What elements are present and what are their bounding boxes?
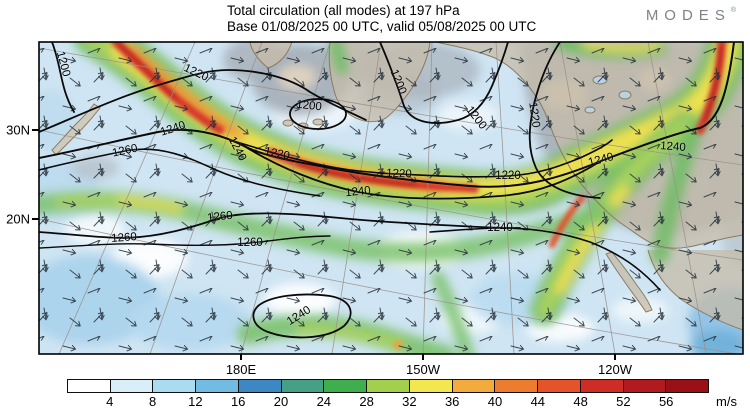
colorbar-cells xyxy=(67,379,709,393)
colorbar-tick-label: 48 xyxy=(573,394,588,408)
colorbar-cell xyxy=(237,380,281,392)
title-block: Total circulation (all modes) at 197 hPa… xyxy=(227,3,536,35)
colorbar-cell xyxy=(280,380,324,392)
colorbar-unit: m/s xyxy=(716,394,737,408)
colorbar-tick-label: 12 xyxy=(188,394,203,408)
chart-subtitle: Base 01/08/2025 00 UTC, valid 05/08/2025… xyxy=(227,19,537,34)
colorbar-tick-label: 16 xyxy=(230,394,246,408)
map-canvas xyxy=(39,42,743,354)
colorbar-cell xyxy=(622,380,666,392)
colorbar-tick-label: 40 xyxy=(487,394,503,408)
contour-lines xyxy=(39,42,735,339)
colorbar-tick-label: 44 xyxy=(530,394,546,408)
colorbar-cell xyxy=(494,380,538,392)
colorbar-tick-label: 28 xyxy=(359,394,374,408)
wind-vector-field xyxy=(39,42,743,354)
colorbar-tick-label: 20 xyxy=(273,394,289,408)
colorbar-tick-label: 52 xyxy=(616,394,631,408)
colorbar-cell xyxy=(68,380,110,392)
colorbar-cell xyxy=(323,380,367,392)
colorbar-tick-label: 56 xyxy=(658,394,674,408)
map-frame xyxy=(38,41,744,355)
colorbar-cell xyxy=(366,380,409,392)
colorbar-tick-label: 8 xyxy=(148,394,157,408)
colorbar-cell xyxy=(451,380,495,392)
colorbar-cell xyxy=(195,380,238,392)
colorbar-cell xyxy=(408,380,452,392)
colorbar-cell xyxy=(579,380,623,392)
colorbar-tick-label: 4 xyxy=(106,394,114,408)
modes-logo-text: MODES xyxy=(645,7,731,24)
colorbar-tick-label: 24 xyxy=(316,394,332,408)
colorbar-cell xyxy=(537,380,580,392)
chart-title: Total circulation (all modes) at 197 hPa xyxy=(227,3,460,18)
colorbar-cell xyxy=(152,380,196,392)
modes-logo: MODES® xyxy=(646,7,736,24)
colorbar-tick-label: 32 xyxy=(402,394,417,408)
colorbar-tick-label: 36 xyxy=(444,394,460,408)
colorbar-cell xyxy=(665,380,709,392)
registered-mark-icon: ® xyxy=(730,7,736,14)
colorbar-cell xyxy=(109,380,153,392)
